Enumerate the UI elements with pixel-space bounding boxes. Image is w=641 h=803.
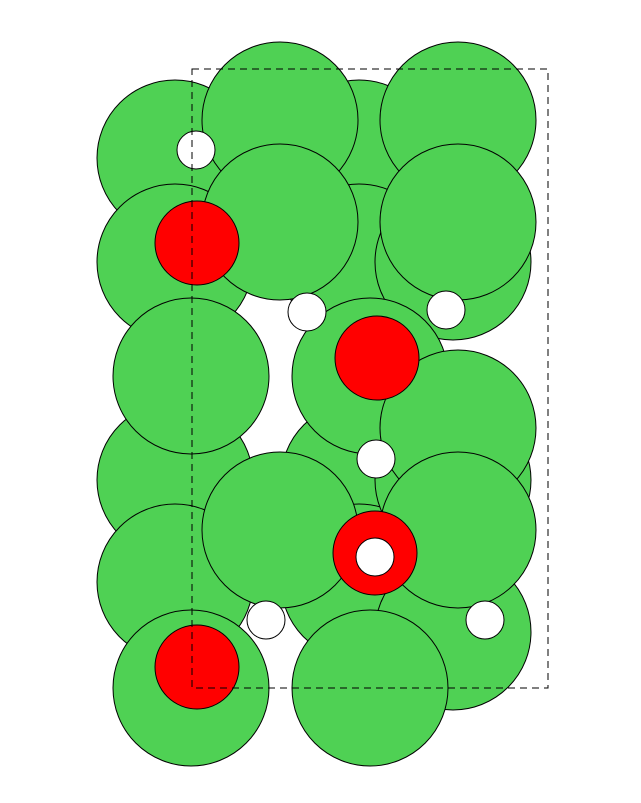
oxygen-atom: [154, 624, 240, 710]
hydrogen-atom: [426, 290, 466, 330]
hydrogen-atom: [246, 600, 286, 640]
hydrogen-atom: [287, 292, 327, 332]
oxygen-atom: [154, 200, 240, 286]
hydrogen-atom-layer: [176, 130, 505, 640]
hydrogen-atom: [465, 600, 505, 640]
oxygen-atom: [334, 315, 420, 401]
hydrogen-atom: [355, 537, 395, 577]
unit-cell-boundary: [191, 68, 549, 689]
large-atom: [379, 143, 537, 301]
large-atom: [112, 297, 270, 455]
large-atom: [201, 451, 359, 609]
hydrogen-atom: [356, 439, 396, 479]
hydrogen-atom: [176, 130, 216, 170]
